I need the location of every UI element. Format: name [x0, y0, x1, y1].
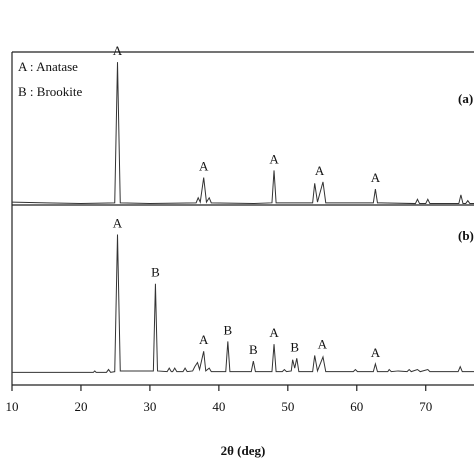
peak-label: A	[269, 151, 279, 166]
peak-label: A	[199, 332, 209, 347]
peak-label: A	[371, 345, 381, 360]
x-axis-title: 2θ (deg)	[221, 443, 266, 458]
peak-label: B	[223, 322, 232, 337]
x-tick-label: 30	[143, 399, 156, 414]
legend-entry: A : Anatase	[18, 59, 78, 74]
peak-label: A	[113, 43, 123, 58]
peak-label: B	[249, 342, 258, 357]
x-tick-label: 40	[212, 399, 225, 414]
xrd-pattern	[11, 62, 474, 205]
x-tick-label: 70	[419, 399, 432, 414]
peak-label: A	[371, 170, 381, 185]
panel-label: (a)	[458, 91, 473, 106]
peak-label: A	[199, 159, 209, 174]
x-tick-label: 10	[6, 399, 19, 414]
peak-label: A	[315, 163, 325, 178]
x-tick-label: 60	[350, 399, 363, 414]
peak-label: A	[113, 216, 123, 231]
peak-label: B	[151, 265, 160, 280]
peak-label: A	[269, 325, 279, 340]
legend-entry: B : Brookite	[18, 84, 83, 99]
panel-label: (b)	[458, 228, 474, 243]
peak-label: A	[318, 336, 328, 351]
peak-label: B	[290, 339, 299, 354]
x-tick-label: 50	[281, 399, 294, 414]
xrd-pattern	[12, 234, 474, 373]
x-tick-label: 20	[74, 399, 87, 414]
